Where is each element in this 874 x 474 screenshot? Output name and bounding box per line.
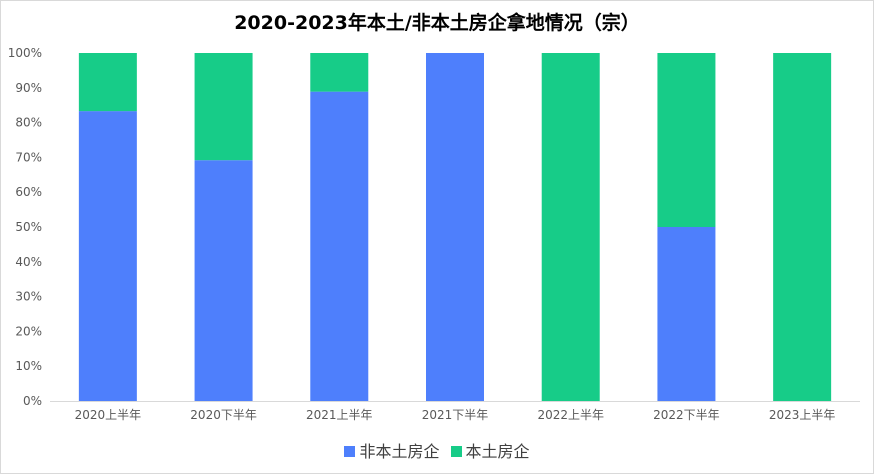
y-tick-label: 40%	[15, 255, 42, 269]
bar-segment-non-local	[78, 111, 137, 401]
legend-label-non-local: 非本土房企	[359, 442, 440, 461]
bar-segment-local	[310, 53, 369, 92]
bar-segment-local	[194, 53, 253, 161]
legend: 非本土房企 本土房企	[0, 438, 874, 462]
x-tick-label: 2023上半年	[769, 408, 836, 422]
chart-title: 2020-2023年本土/非本土房企拿地情况（宗）	[234, 12, 640, 34]
legend-label-local: 本土房企	[465, 442, 530, 461]
y-tick-label: 0%	[23, 394, 42, 408]
bar-segment-local	[78, 53, 137, 112]
y-tick-label: 70%	[15, 150, 42, 164]
x-tick-label: 2020下半年	[190, 408, 257, 422]
y-tick-label: 20%	[15, 324, 42, 338]
x-tick-label: 2022上半年	[537, 408, 604, 422]
legend-swatch-local	[450, 446, 462, 457]
x-tick-label: 2020上半年	[75, 408, 142, 422]
bar-segment-local	[773, 53, 832, 401]
y-tick-label: 50%	[15, 220, 42, 234]
x-tick-label: 2022下半年	[653, 408, 720, 422]
y-tick-label: 60%	[15, 185, 42, 199]
bar-segment-non-local	[310, 91, 369, 402]
legend-swatch-non-local	[344, 446, 356, 457]
bars	[78, 53, 832, 402]
bar-segment-non-local	[194, 160, 253, 401]
y-tick-label: 100%	[8, 46, 42, 60]
bar-segment-non-local	[426, 53, 484, 401]
x-axis-ticks: 2020上半年 2020下半年 2021上半年 2021下半年 2022上半年 2022下…	[75, 408, 836, 422]
y-tick-label: 10%	[15, 359, 42, 373]
legend-item-local: 本土房企	[450, 438, 530, 462]
bar-segment-non-local	[657, 227, 716, 401]
y-tick-label: 90%	[15, 81, 42, 95]
bar-segment-local	[541, 53, 600, 401]
y-tick-label: 30%	[15, 290, 42, 304]
bar-segment-local	[657, 53, 716, 227]
y-tick-label: 80%	[15, 116, 42, 130]
legend-item-non-local: 非本土房企	[344, 438, 439, 462]
x-tick-label: 2021下半年	[422, 408, 489, 422]
x-tick-label: 2021上半年	[306, 408, 373, 422]
y-axis-ticks: 0% 10% 20% 30% 40% 50% 60% 70% 80% 90% 100%	[8, 46, 42, 408]
